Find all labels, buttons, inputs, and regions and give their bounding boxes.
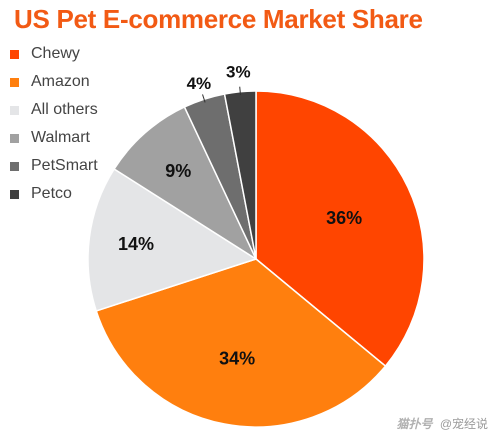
pie-slice-walmart xyxy=(113,105,258,262)
legend-swatch xyxy=(10,189,19,199)
legend-item-petco: Petco xyxy=(10,180,98,208)
data-label-amazon: 34% xyxy=(219,348,255,368)
legend-swatch xyxy=(10,133,19,143)
data-label-petsmart: 4% xyxy=(187,74,212,93)
data-label-all-others: 14% xyxy=(118,234,154,254)
leader-line xyxy=(239,86,242,96)
legend-swatch xyxy=(10,161,19,171)
legend-swatch xyxy=(10,77,19,87)
legend-label: All others xyxy=(31,101,98,118)
legend-item-all-others: All others xyxy=(10,96,98,124)
legend: Chewy Amazon All others Walmart PetSmart Petc… xyxy=(10,40,98,208)
data-label-chewy: 36% xyxy=(326,208,362,228)
legend-item-walmart: Walmart xyxy=(10,124,98,152)
watermark: 猫扑号 @宠经说 xyxy=(396,415,488,432)
legend-swatch xyxy=(10,49,19,59)
legend-item-petsmart: PetSmart xyxy=(10,152,98,180)
legend-label: Chewy xyxy=(31,45,80,62)
legend-label: Walmart xyxy=(31,129,90,146)
pie-slice-amazon xyxy=(95,258,387,428)
pie-slice-all-others xyxy=(87,167,258,312)
chart-title: US Pet E-commerce Market Share xyxy=(14,4,423,34)
legend-swatch xyxy=(10,105,19,115)
legend-label: Amazon xyxy=(31,73,90,90)
legend-label: PetSmart xyxy=(31,157,98,174)
data-label-petco: 3% xyxy=(226,63,251,82)
legend-label: Petco xyxy=(31,185,72,202)
watermark-author: @宠经说 xyxy=(439,417,488,431)
legend-item-amazon: Amazon xyxy=(10,68,98,96)
leader-line xyxy=(202,94,206,103)
legend-item-chewy: Chewy xyxy=(10,40,98,68)
pie-slice-chewy xyxy=(255,90,425,368)
data-label-walmart: 9% xyxy=(165,161,191,181)
watermark-brand: 猫扑号 xyxy=(396,417,433,431)
